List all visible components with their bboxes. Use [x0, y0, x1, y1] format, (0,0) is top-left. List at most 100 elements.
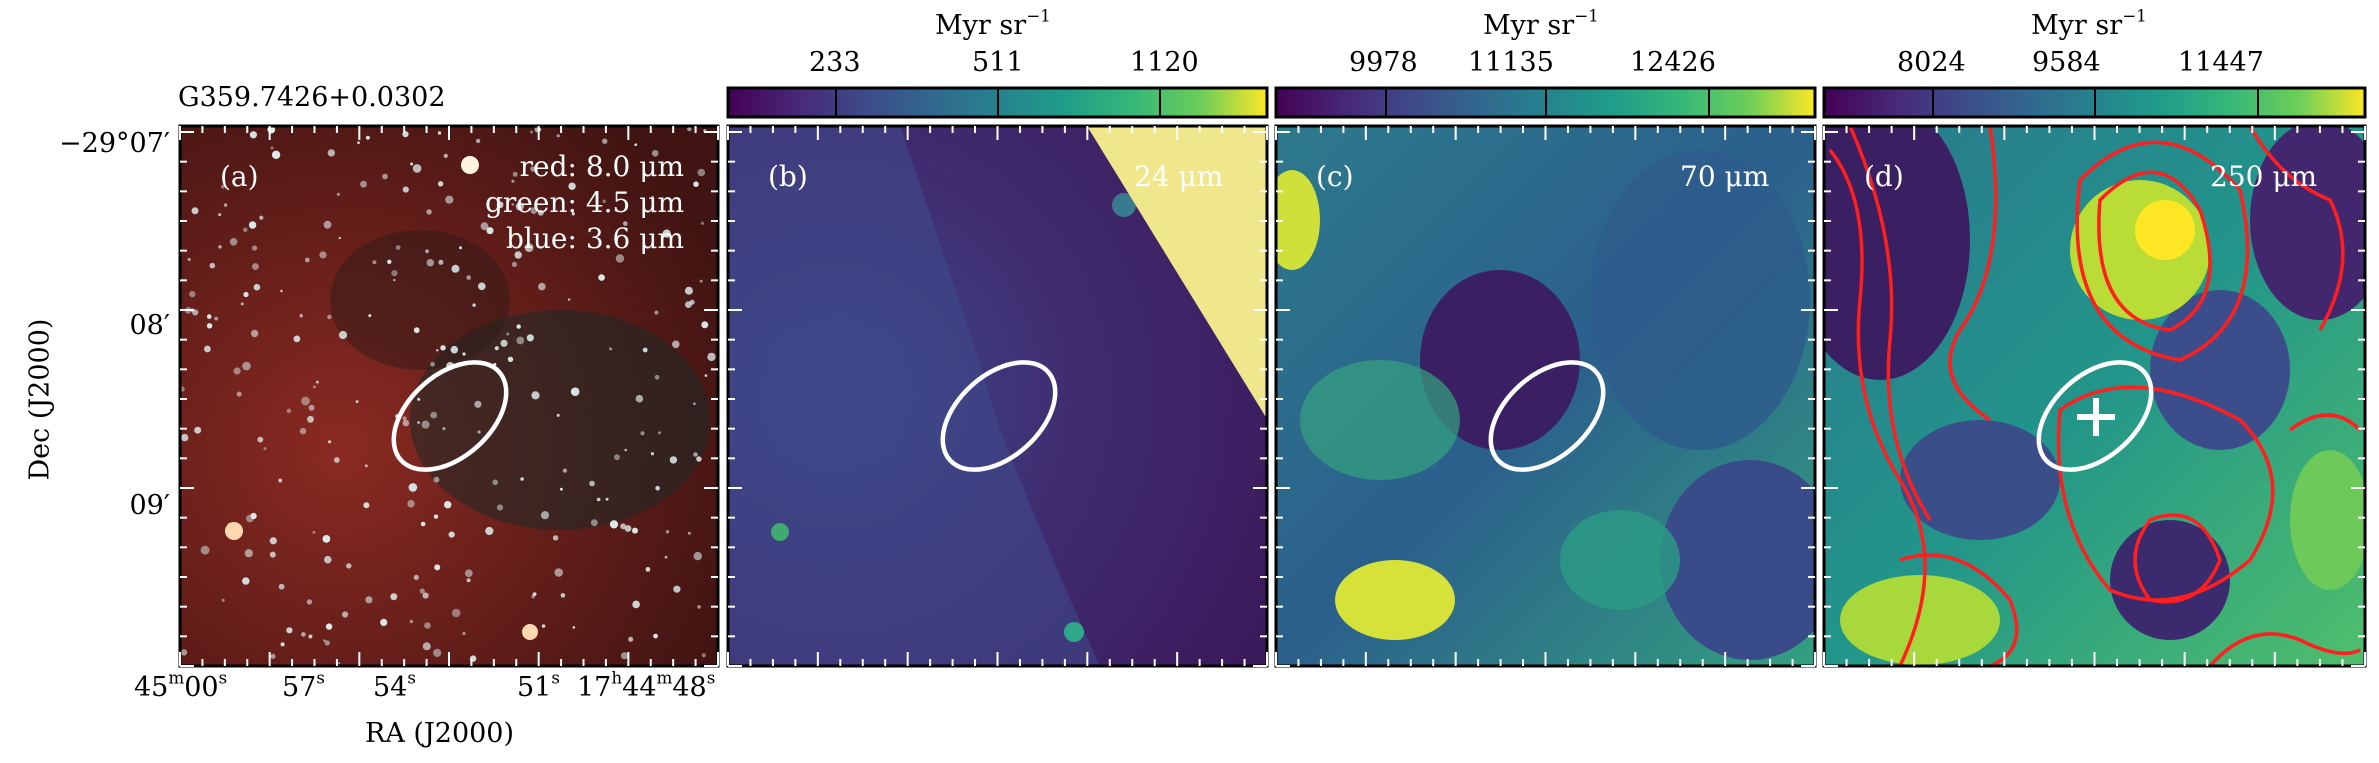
- panel-d-image: [1824, 126, 2365, 666]
- star-point: [634, 143, 637, 146]
- star-point: [700, 221, 705, 225]
- star-point: [338, 662, 341, 665]
- star-point: [218, 245, 222, 249]
- colorbar-tick-d: 9584: [2032, 47, 2101, 78]
- dec-tick-label: 08′: [129, 310, 171, 341]
- star-point: [301, 396, 310, 406]
- star-point: [422, 642, 431, 651]
- star-point: [589, 480, 595, 487]
- contours: [1828, 126, 2362, 666]
- star-point: [650, 452, 655, 456]
- star-point: [327, 149, 335, 157]
- star-point: [693, 452, 698, 457]
- star-point: [437, 181, 444, 187]
- star-point: [409, 619, 413, 624]
- star-point: [402, 416, 407, 421]
- panel-d-wavelength: 250 μm: [2210, 160, 2318, 193]
- star-point: [430, 411, 438, 419]
- star-point: [363, 502, 370, 509]
- star-point: [221, 598, 225, 602]
- star-point: [571, 212, 575, 216]
- panel-b-wavelength: 24 μm: [1134, 160, 1224, 193]
- ra-tick-label: 45m00s: [134, 667, 228, 703]
- star-point: [598, 274, 605, 281]
- star-point: [204, 345, 211, 353]
- star-point: [511, 179, 515, 183]
- star-point: [673, 585, 681, 593]
- star-point: [286, 627, 293, 634]
- colorbar-tick-b: 233: [809, 47, 861, 78]
- star-point: [269, 551, 276, 558]
- star-point: [444, 501, 452, 509]
- star-point: [620, 652, 629, 660]
- star-point: [609, 347, 613, 351]
- star-point: [280, 642, 285, 647]
- star-point: [556, 134, 560, 138]
- star-point: [191, 207, 199, 215]
- star-point: [707, 352, 716, 362]
- star-point: [325, 623, 333, 630]
- star-point: [552, 535, 559, 541]
- star-point: [459, 246, 462, 250]
- star-point: [541, 624, 546, 628]
- star-point: [313, 385, 316, 389]
- star-point: [426, 259, 434, 267]
- star-point: [218, 213, 222, 217]
- star-point: [570, 387, 580, 397]
- star-point: [500, 339, 508, 347]
- star-point: [662, 229, 671, 238]
- star-point: [250, 329, 259, 338]
- star-point: [669, 456, 678, 464]
- dec-tick-label: −29°07′: [59, 128, 170, 159]
- star-point: [408, 483, 418, 492]
- star-point: [635, 394, 644, 403]
- star-point: [419, 588, 425, 594]
- star-point: [624, 525, 632, 532]
- star-point: [372, 260, 377, 265]
- star-point: [480, 222, 489, 231]
- star-point: [390, 593, 398, 601]
- star-point: [391, 270, 398, 277]
- star-point: [242, 361, 251, 371]
- star-point: [556, 413, 560, 417]
- legend-blue: blue: 3.6 μm: [506, 222, 684, 255]
- star-point: [451, 264, 460, 273]
- star-point: [253, 283, 261, 291]
- star-point: [562, 468, 568, 473]
- star-point: [687, 531, 691, 535]
- star-point: [602, 199, 606, 203]
- plus-marker: [2077, 398, 2115, 436]
- star-point: [507, 356, 514, 362]
- star-point: [496, 504, 504, 511]
- star-point: [306, 599, 313, 605]
- star-point: [654, 374, 660, 380]
- star-point: [382, 173, 388, 180]
- star-point: [426, 209, 432, 215]
- star-point: [693, 551, 702, 561]
- star-point: [312, 530, 316, 534]
- star-point: [393, 278, 396, 282]
- star-point: [233, 367, 241, 375]
- star-point: [259, 215, 264, 220]
- star-point: [496, 201, 504, 209]
- star-point: [664, 555, 668, 559]
- star-point: [407, 500, 415, 508]
- colorbar-tick-d: 8024: [1897, 47, 1966, 78]
- star-point: [248, 221, 257, 229]
- star-point: [293, 335, 301, 343]
- star-point: [421, 420, 430, 429]
- star-point: [486, 227, 494, 235]
- colorbar-d: [1822, 86, 2367, 119]
- star-point: [301, 632, 306, 637]
- star-point: [537, 209, 544, 216]
- axis-ticks: [179, 126, 2366, 667]
- star-point: [425, 249, 429, 254]
- star-point: [324, 555, 332, 564]
- star-point: [478, 282, 486, 291]
- star-point: [554, 568, 563, 577]
- colorbar-tick-d: 11447: [2178, 47, 2264, 78]
- star-point: [200, 545, 210, 555]
- star-point: [257, 436, 264, 443]
- star-point: [271, 150, 281, 159]
- star-point: [410, 162, 414, 166]
